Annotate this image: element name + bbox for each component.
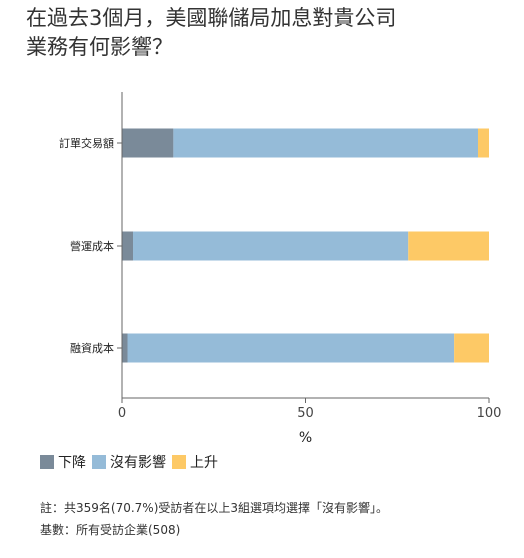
- category-label: 訂單交易額: [59, 136, 114, 150]
- legend-item-increase: 上升: [172, 452, 218, 472]
- title-line-1: 在過去3個月，美國聯儲局加息對貴公司: [26, 6, 397, 30]
- legend-label-decrease: 下降: [58, 455, 86, 471]
- x-tick-label: 0: [118, 406, 126, 421]
- title: 在過去3個月，美國聯儲局加息對貴公司 業務有何影響？: [26, 4, 486, 62]
- legend-label-increase: 上升: [190, 455, 218, 471]
- category-label: 營運成本: [70, 239, 114, 253]
- x-tick-label: 50: [297, 406, 314, 421]
- legend-item-no-impact: 沒有影響: [92, 452, 166, 472]
- legend-swatch-no-impact: [92, 455, 106, 469]
- x-tick-label: 100: [477, 406, 502, 421]
- legend-swatch-decrease: [40, 455, 54, 469]
- legend-label-no-impact: 沒有影響: [110, 455, 166, 471]
- category-label: 融資成本: [70, 341, 114, 355]
- title-line-2: 業務有何影響？: [26, 35, 173, 59]
- bar-segment: [408, 231, 489, 261]
- bar-segment: [454, 333, 489, 363]
- legend-swatch-increase: [172, 455, 186, 469]
- bar-segment: [173, 128, 478, 158]
- bar-segment: [122, 128, 174, 158]
- bar-segment: [133, 231, 409, 261]
- legend: 下降 沒有影響 上升: [40, 452, 224, 472]
- bar-segment: [477, 128, 489, 158]
- bar-segment: [127, 333, 455, 363]
- footnotes: 註：共359名(70.7%)受訪者在以上3組選項均選擇「沒有影響」。 基數：所有…: [40, 497, 388, 541]
- x-axis-label: %: [299, 430, 312, 446]
- note-line: 註：共359名(70.7%)受訪者在以上3組選項均選擇「沒有影響」。: [40, 501, 389, 515]
- bar-segment: [122, 333, 128, 363]
- bar-segment: [122, 231, 134, 261]
- legend-item-decrease: 下降: [40, 452, 86, 472]
- base-line: 基數：所有受訪企業(508): [40, 523, 181, 537]
